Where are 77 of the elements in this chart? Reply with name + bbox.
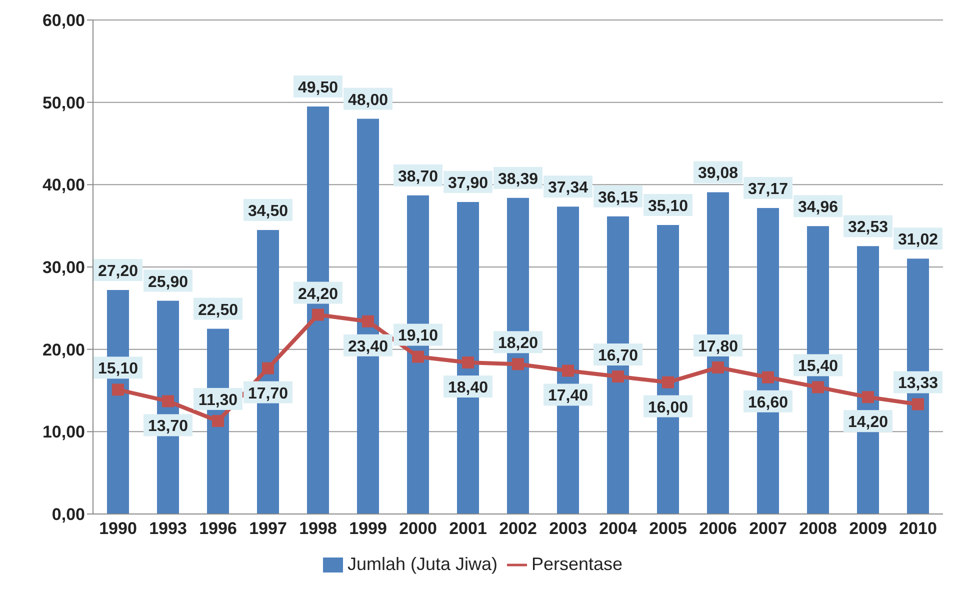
point <box>712 361 724 374</box>
x-tick-label: 2001 <box>449 519 487 538</box>
data-label: 17,70 <box>248 385 288 402</box>
point <box>462 356 474 369</box>
data-label: 27,20 <box>98 263 138 280</box>
x-tick-label: 1997 <box>249 519 287 538</box>
data-label: 15,40 <box>798 358 838 376</box>
x-tick-label: 2006 <box>699 519 737 538</box>
y-tick-label: 0,00 <box>52 505 85 524</box>
point <box>362 315 374 328</box>
y-tick-label: 50,00 <box>42 93 85 112</box>
point <box>112 384 124 396</box>
y-tick-label: 40,00 <box>42 176 85 195</box>
data-label: 16,00 <box>648 399 688 416</box>
data-label: 48,00 <box>348 92 388 109</box>
data-label: 37,34 <box>548 180 588 197</box>
data-label: 23,40 <box>348 338 388 356</box>
y-tick-label: 10,00 <box>42 422 85 442</box>
data-label: 31,02 <box>898 232 938 249</box>
data-label: 18,20 <box>498 335 538 352</box>
data-label: 37,90 <box>448 174 488 192</box>
data-label: 34,96 <box>798 199 838 216</box>
point <box>162 395 174 408</box>
data-label: 35,10 <box>648 198 688 216</box>
x-tick-label: 2008 <box>799 519 837 538</box>
x-tick-label: 2000 <box>399 519 437 538</box>
point <box>662 376 674 388</box>
point <box>612 370 624 383</box>
x-tick-label: 1990 <box>99 519 137 538</box>
x-tick-label: 2005 <box>649 519 687 538</box>
data-label: 32,53 <box>848 219 888 236</box>
legend-label: Persentase <box>531 554 623 574</box>
data-label: 16,60 <box>748 394 788 412</box>
data-label: 18,40 <box>448 380 488 397</box>
y-tick-label: 30,00 <box>42 258 85 278</box>
data-label: 38,70 <box>398 168 438 186</box>
y-tick-label: 60,00 <box>42 11 85 30</box>
point <box>512 358 524 370</box>
data-label: 39,08 <box>698 165 738 182</box>
data-label: 13,70 <box>148 418 188 436</box>
data-label: 49,50 <box>298 79 338 96</box>
point <box>312 308 324 321</box>
point <box>562 364 574 377</box>
x-tick-label: 2010 <box>899 519 937 538</box>
data-label: 14,20 <box>848 414 888 432</box>
data-label: 17,80 <box>698 338 738 356</box>
x-tick-label: 2003 <box>549 519 587 538</box>
data-label: 16,70 <box>598 348 638 365</box>
y-tick-label: 20,00 <box>42 340 85 360</box>
data-label: 17,40 <box>548 388 588 405</box>
legend-label: Jumlah (Juta Jiwa) <box>347 554 498 574</box>
x-tick-label: 2004 <box>599 519 638 538</box>
data-label: 22,50 <box>198 302 238 319</box>
x-tick-label: 2002 <box>499 519 537 538</box>
data-label: 25,90 <box>148 274 188 291</box>
x-tick-label: 1993 <box>149 519 187 538</box>
data-label: 36,15 <box>598 189 638 206</box>
data-label: 38,39 <box>498 170 538 188</box>
x-tick-label: 1999 <box>349 519 387 538</box>
point <box>262 362 274 374</box>
data-label: 13,33 <box>898 375 938 392</box>
data-label: 15,10 <box>98 360 138 378</box>
data-label: 19,10 <box>398 328 438 345</box>
data-label: 24,20 <box>298 286 338 303</box>
point <box>812 381 824 394</box>
x-tick-label: 2007 <box>749 519 787 538</box>
point <box>212 414 224 427</box>
data-label: 37,17 <box>748 180 788 198</box>
point <box>912 398 924 410</box>
x-tick-label: 2009 <box>849 519 887 538</box>
x-tick-label: 1996 <box>199 519 237 538</box>
point <box>412 350 424 363</box>
data-label: 11,30 <box>198 392 238 409</box>
x-tick-label: 1998 <box>299 519 337 538</box>
data-label: 34,50 <box>248 202 288 220</box>
point <box>762 371 774 384</box>
point <box>862 391 874 404</box>
